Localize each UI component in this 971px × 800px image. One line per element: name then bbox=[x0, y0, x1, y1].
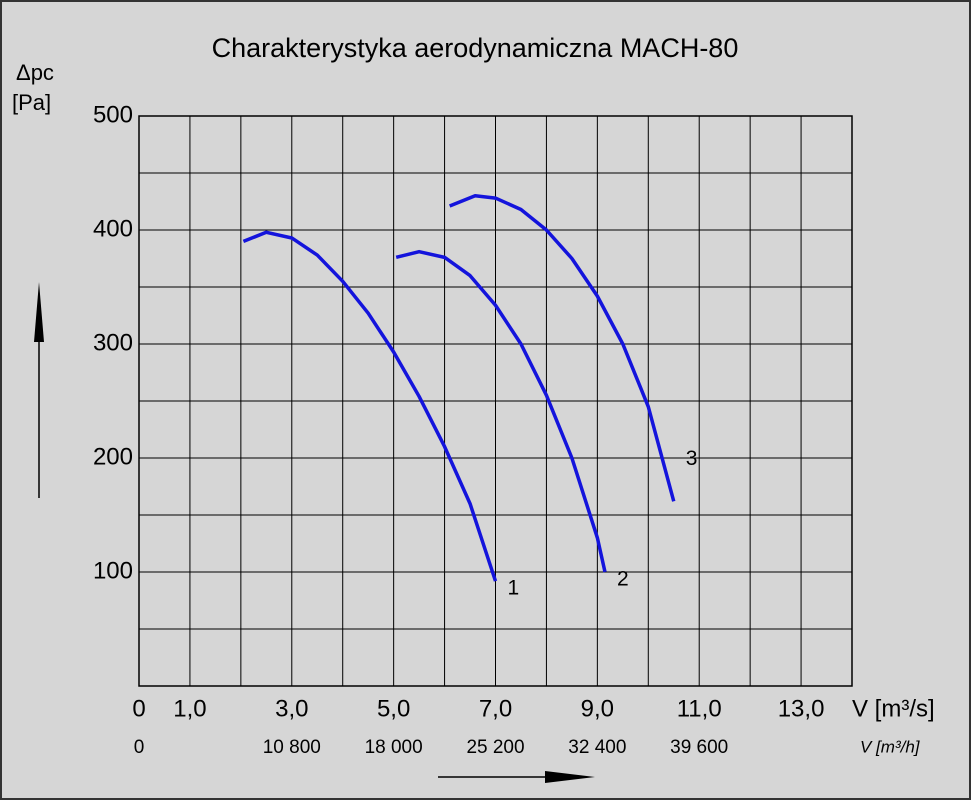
x2-tick-label: 10 800 bbox=[263, 737, 321, 758]
y-tick-label: 500 bbox=[93, 101, 133, 128]
x-tick-label: 13,0 bbox=[778, 695, 825, 722]
x2-tick-label: 25 200 bbox=[466, 737, 524, 758]
y-tick-label: 100 bbox=[93, 557, 133, 584]
y-tick-label: 300 bbox=[93, 329, 133, 356]
x-tick-label: 7,0 bbox=[479, 695, 512, 722]
x-tick-label: 0 bbox=[132, 695, 145, 722]
curve-label: 2 bbox=[617, 568, 629, 591]
x-tick-label: 5,0 bbox=[377, 695, 410, 722]
x2-tick-label: 39 600 bbox=[670, 737, 728, 758]
curve-label: 3 bbox=[686, 447, 698, 470]
y-arrow-head bbox=[34, 282, 44, 342]
y-tick-label: 400 bbox=[93, 215, 133, 242]
y-tick-label: 200 bbox=[93, 443, 133, 470]
x-tick-label: 1,0 bbox=[173, 695, 206, 722]
x2-tick-label: 0 bbox=[134, 737, 145, 758]
x2-axis-label: V [m³/h] bbox=[860, 737, 921, 756]
curve bbox=[395, 249, 607, 573]
chart-title: Charakterystyka aerodynamiczna MACH-80 bbox=[212, 33, 739, 63]
curve bbox=[449, 194, 676, 502]
x-arrow-head bbox=[545, 771, 595, 783]
y-axis-unit: [Pa] bbox=[12, 90, 51, 115]
y-axis-symbol: Δpc bbox=[16, 60, 54, 85]
x2-tick-label: 18 000 bbox=[365, 737, 423, 758]
x-axis-label: V [m³/s] bbox=[852, 695, 935, 722]
curve-label: 1 bbox=[508, 577, 520, 600]
x-tick-label: 11,0 bbox=[677, 695, 722, 722]
x2-tick-label: 32 400 bbox=[568, 737, 626, 758]
x-tick-label: 9,0 bbox=[581, 695, 614, 722]
x-tick-label: 3,0 bbox=[275, 695, 308, 722]
curve bbox=[242, 230, 498, 582]
